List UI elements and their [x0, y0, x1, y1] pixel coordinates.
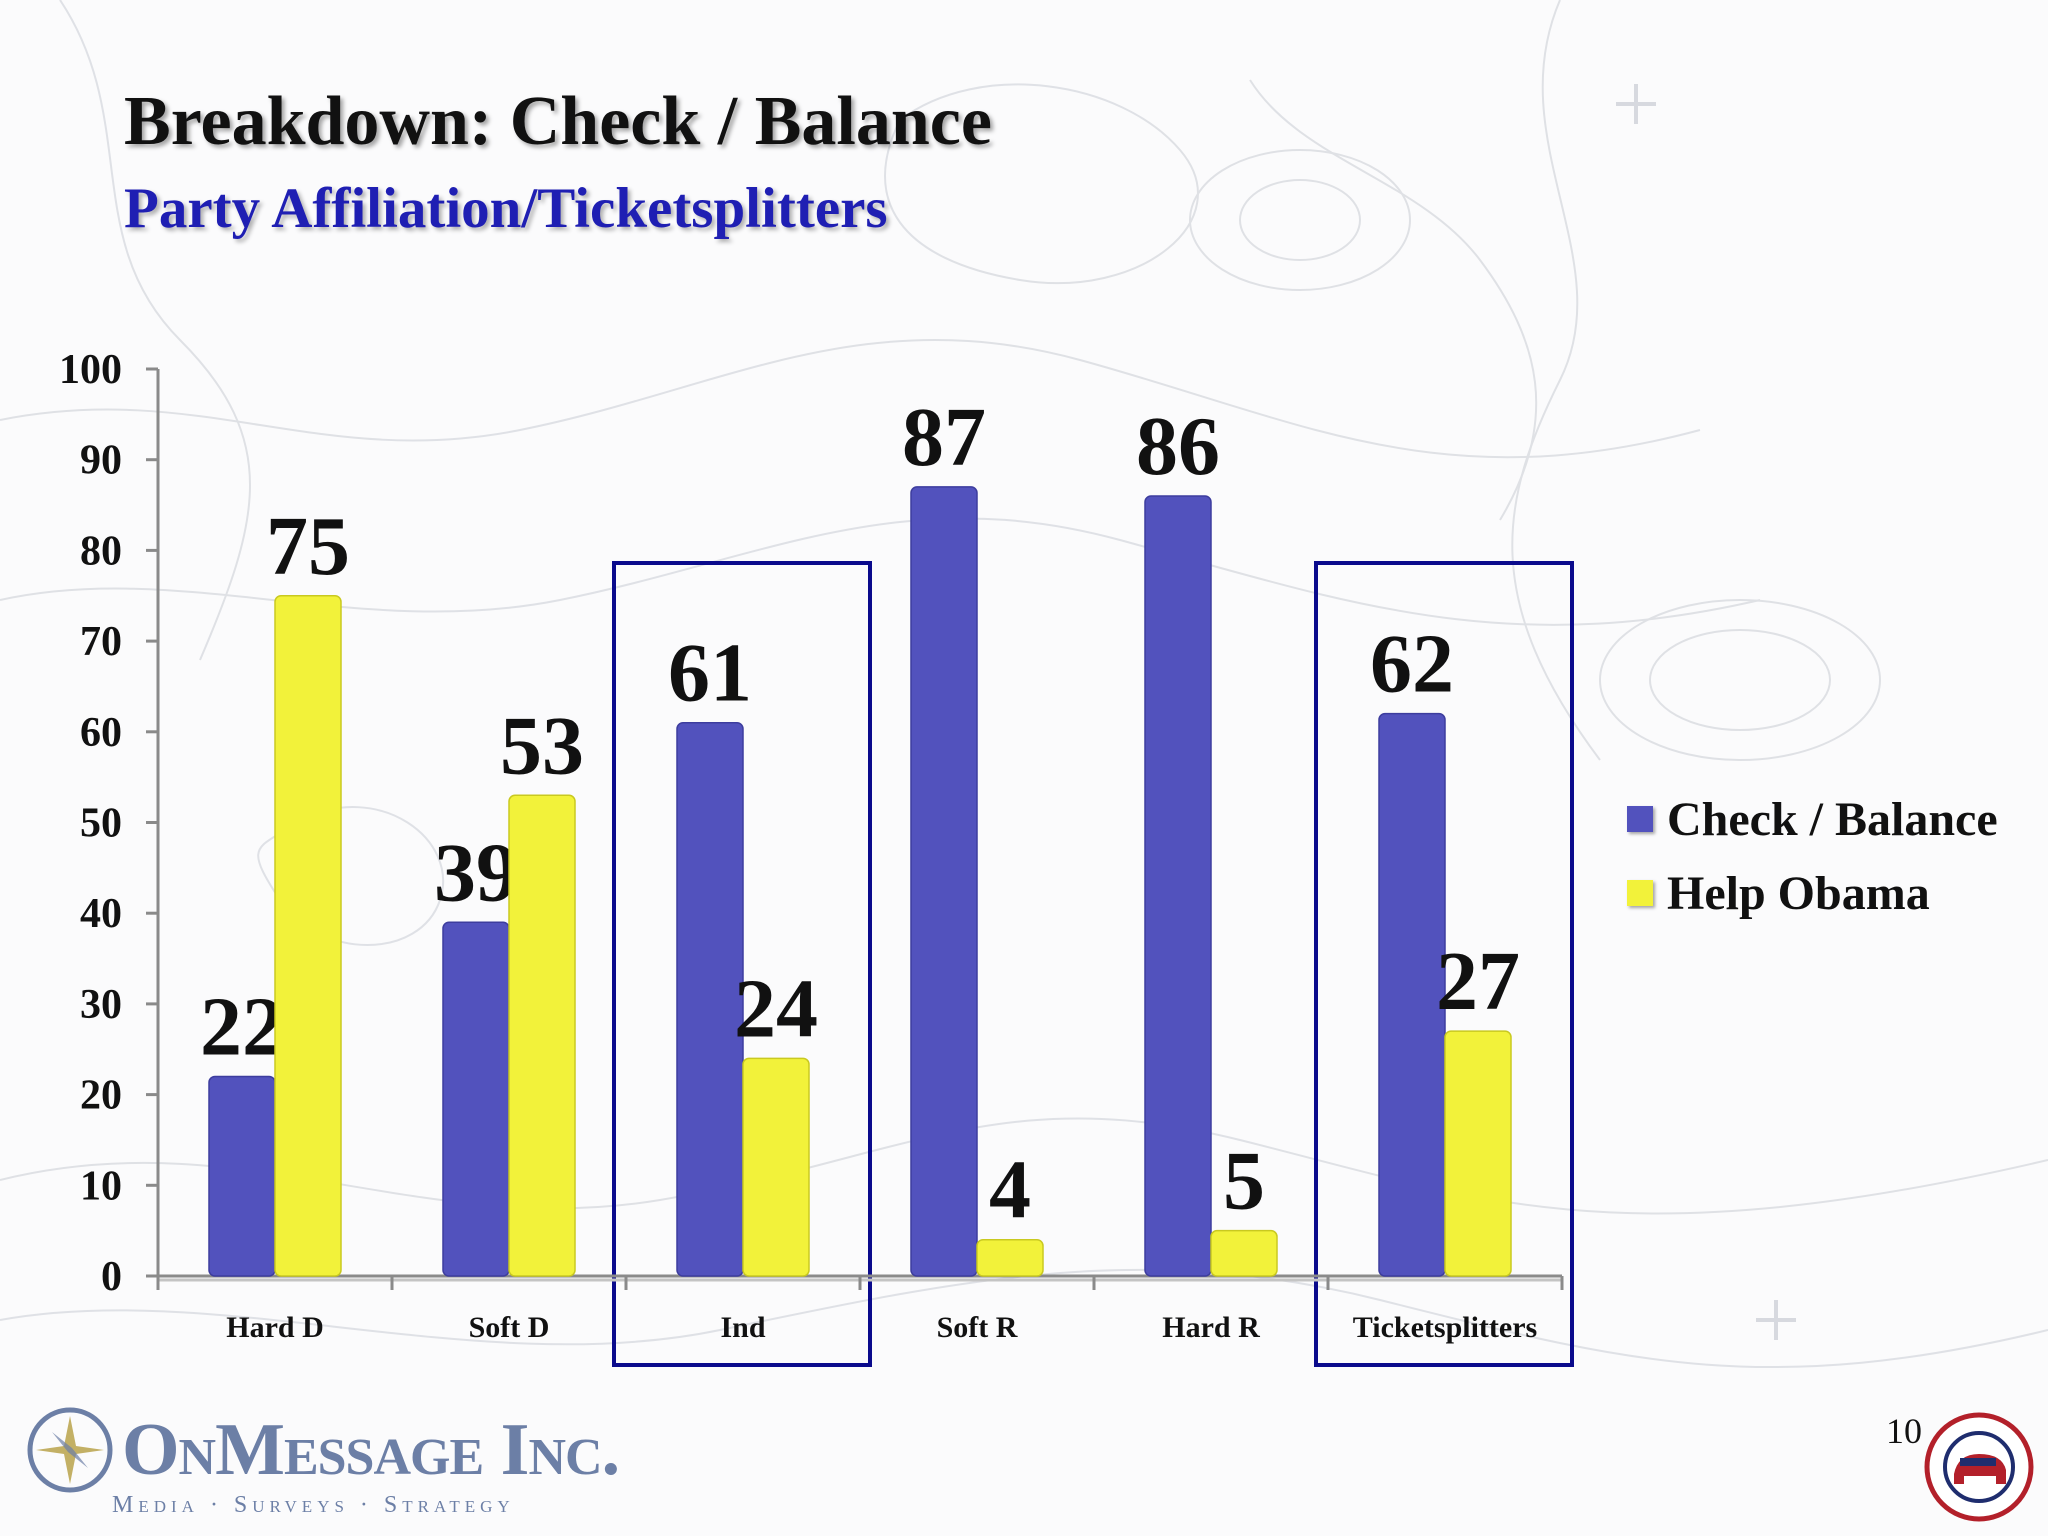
- data-label: 87: [902, 391, 986, 484]
- onmessage-logo: OnMessage Inc. Media · Surveys · Strateg…: [22, 1402, 620, 1518]
- bar-help-obama-hard-d: [274, 595, 342, 1277]
- legend-swatch-check-balance: [1627, 806, 1653, 832]
- logo-wordmark: OnMessage Inc.: [122, 1409, 620, 1491]
- bar-check-balance-ind: [676, 721, 744, 1277]
- data-label: 24: [734, 962, 818, 1055]
- y-tick-label: 20: [80, 1073, 122, 1119]
- bar-check-balance-ticketsplitters: [1378, 712, 1446, 1277]
- y-tick-label: 50: [80, 801, 122, 847]
- legend-item-help-obama: Help Obama: [1627, 856, 1998, 930]
- bar-help-obama-ind: [742, 1057, 810, 1277]
- bar-help-obama-hard-r: [1210, 1229, 1278, 1277]
- highlight-box-ind: [612, 561, 872, 1367]
- data-label: 5: [1223, 1135, 1265, 1228]
- y-tick-label: 90: [80, 438, 122, 484]
- compass-icon: [27, 1407, 113, 1493]
- data-label: 62: [1370, 618, 1454, 711]
- data-label: 75: [266, 500, 350, 593]
- data-label: 22: [200, 980, 284, 1073]
- slide-title: Breakdown: Check / Balance: [124, 83, 992, 160]
- y-tick-label: 30: [80, 982, 122, 1028]
- bar-help-obama-soft-r: [976, 1238, 1044, 1277]
- legend-swatch-help-obama: [1627, 880, 1653, 906]
- bar-check-balance-hard-d: [208, 1075, 276, 1277]
- legend-label-check-balance: Check / Balance: [1667, 792, 1998, 846]
- data-label: 39: [434, 826, 518, 919]
- rnc-seal-logo: [1924, 1412, 2034, 1522]
- bar-check-balance-soft-d: [442, 921, 510, 1277]
- legend-label-help-obama: Help Obama: [1667, 866, 1930, 920]
- y-tick-label: 0: [101, 1254, 122, 1300]
- data-label: 86: [1136, 400, 1220, 493]
- x-tick-label: Hard R: [1162, 1311, 1260, 1344]
- data-label: 27: [1436, 935, 1520, 1028]
- y-tick-label: 100: [59, 347, 122, 393]
- x-tick-label: Soft D: [469, 1311, 550, 1344]
- bar-help-obama-ticketsplitters: [1444, 1030, 1512, 1277]
- bar-check-balance-hard-r: [1144, 495, 1212, 1277]
- highlight-box-ticketsplitters: [1314, 561, 1574, 1367]
- y-tick-label: 40: [80, 891, 122, 937]
- x-tick-label: Ticketsplitters: [1353, 1311, 1537, 1344]
- bar-check-balance-soft-r: [910, 486, 978, 1277]
- bar-help-obama-soft-d: [508, 794, 576, 1277]
- page-number: 10: [1886, 1411, 1922, 1451]
- y-tick-label: 70: [80, 619, 122, 665]
- data-label: 61: [668, 627, 752, 720]
- x-tick-label: Soft R: [937, 1311, 1018, 1344]
- y-tick-label: 80: [80, 528, 122, 574]
- slide-subtitle: Party Affiliation/Ticketsplitters: [124, 177, 888, 240]
- y-tick-label: 60: [80, 710, 122, 756]
- chart-legend: Check / Balance Help Obama: [1627, 782, 1998, 930]
- data-label: 4: [989, 1144, 1031, 1237]
- x-tick-label: Hard D: [226, 1311, 324, 1344]
- data-label: 53: [500, 699, 584, 792]
- x-tick-label: Ind: [720, 1311, 765, 1344]
- logo-tagline: Media · Surveys · Strategy: [112, 1492, 515, 1518]
- y-tick-label: 10: [80, 1163, 122, 1209]
- legend-item-check-balance: Check / Balance: [1627, 782, 1998, 856]
